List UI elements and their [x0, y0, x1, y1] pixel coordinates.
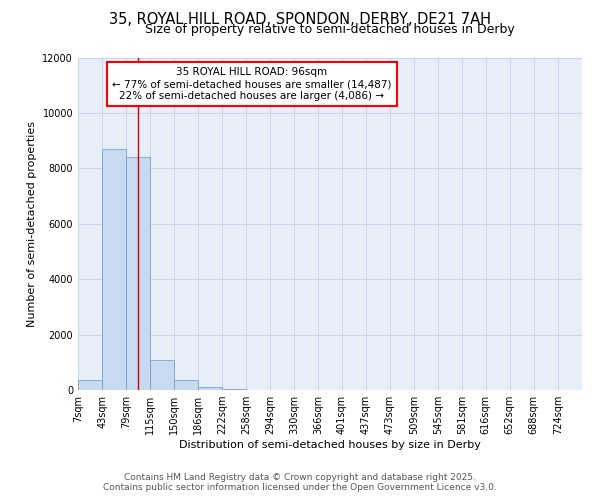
X-axis label: Distribution of semi-detached houses by size in Derby: Distribution of semi-detached houses by … [179, 440, 481, 450]
Bar [126, 158, 150, 390]
Bar [222, 389, 246, 390]
Bar [174, 380, 198, 390]
Text: 35, ROYAL HILL ROAD, SPONDON, DERBY, DE21 7AH: 35, ROYAL HILL ROAD, SPONDON, DERBY, DE2… [109, 12, 491, 28]
Y-axis label: Number of semi-detached properties: Number of semi-detached properties [27, 120, 37, 327]
Bar [78, 380, 102, 390]
Title: Size of property relative to semi-detached houses in Derby: Size of property relative to semi-detach… [145, 22, 515, 36]
Bar [198, 387, 222, 390]
Text: Contains HM Land Registry data © Crown copyright and database right 2025.
Contai: Contains HM Land Registry data © Crown c… [103, 473, 497, 492]
Bar [150, 360, 174, 390]
Bar [102, 149, 126, 390]
Text: 35 ROYAL HILL ROAD: 96sqm
← 77% of semi-detached houses are smaller (14,487)
22%: 35 ROYAL HILL ROAD: 96sqm ← 77% of semi-… [112, 68, 392, 100]
